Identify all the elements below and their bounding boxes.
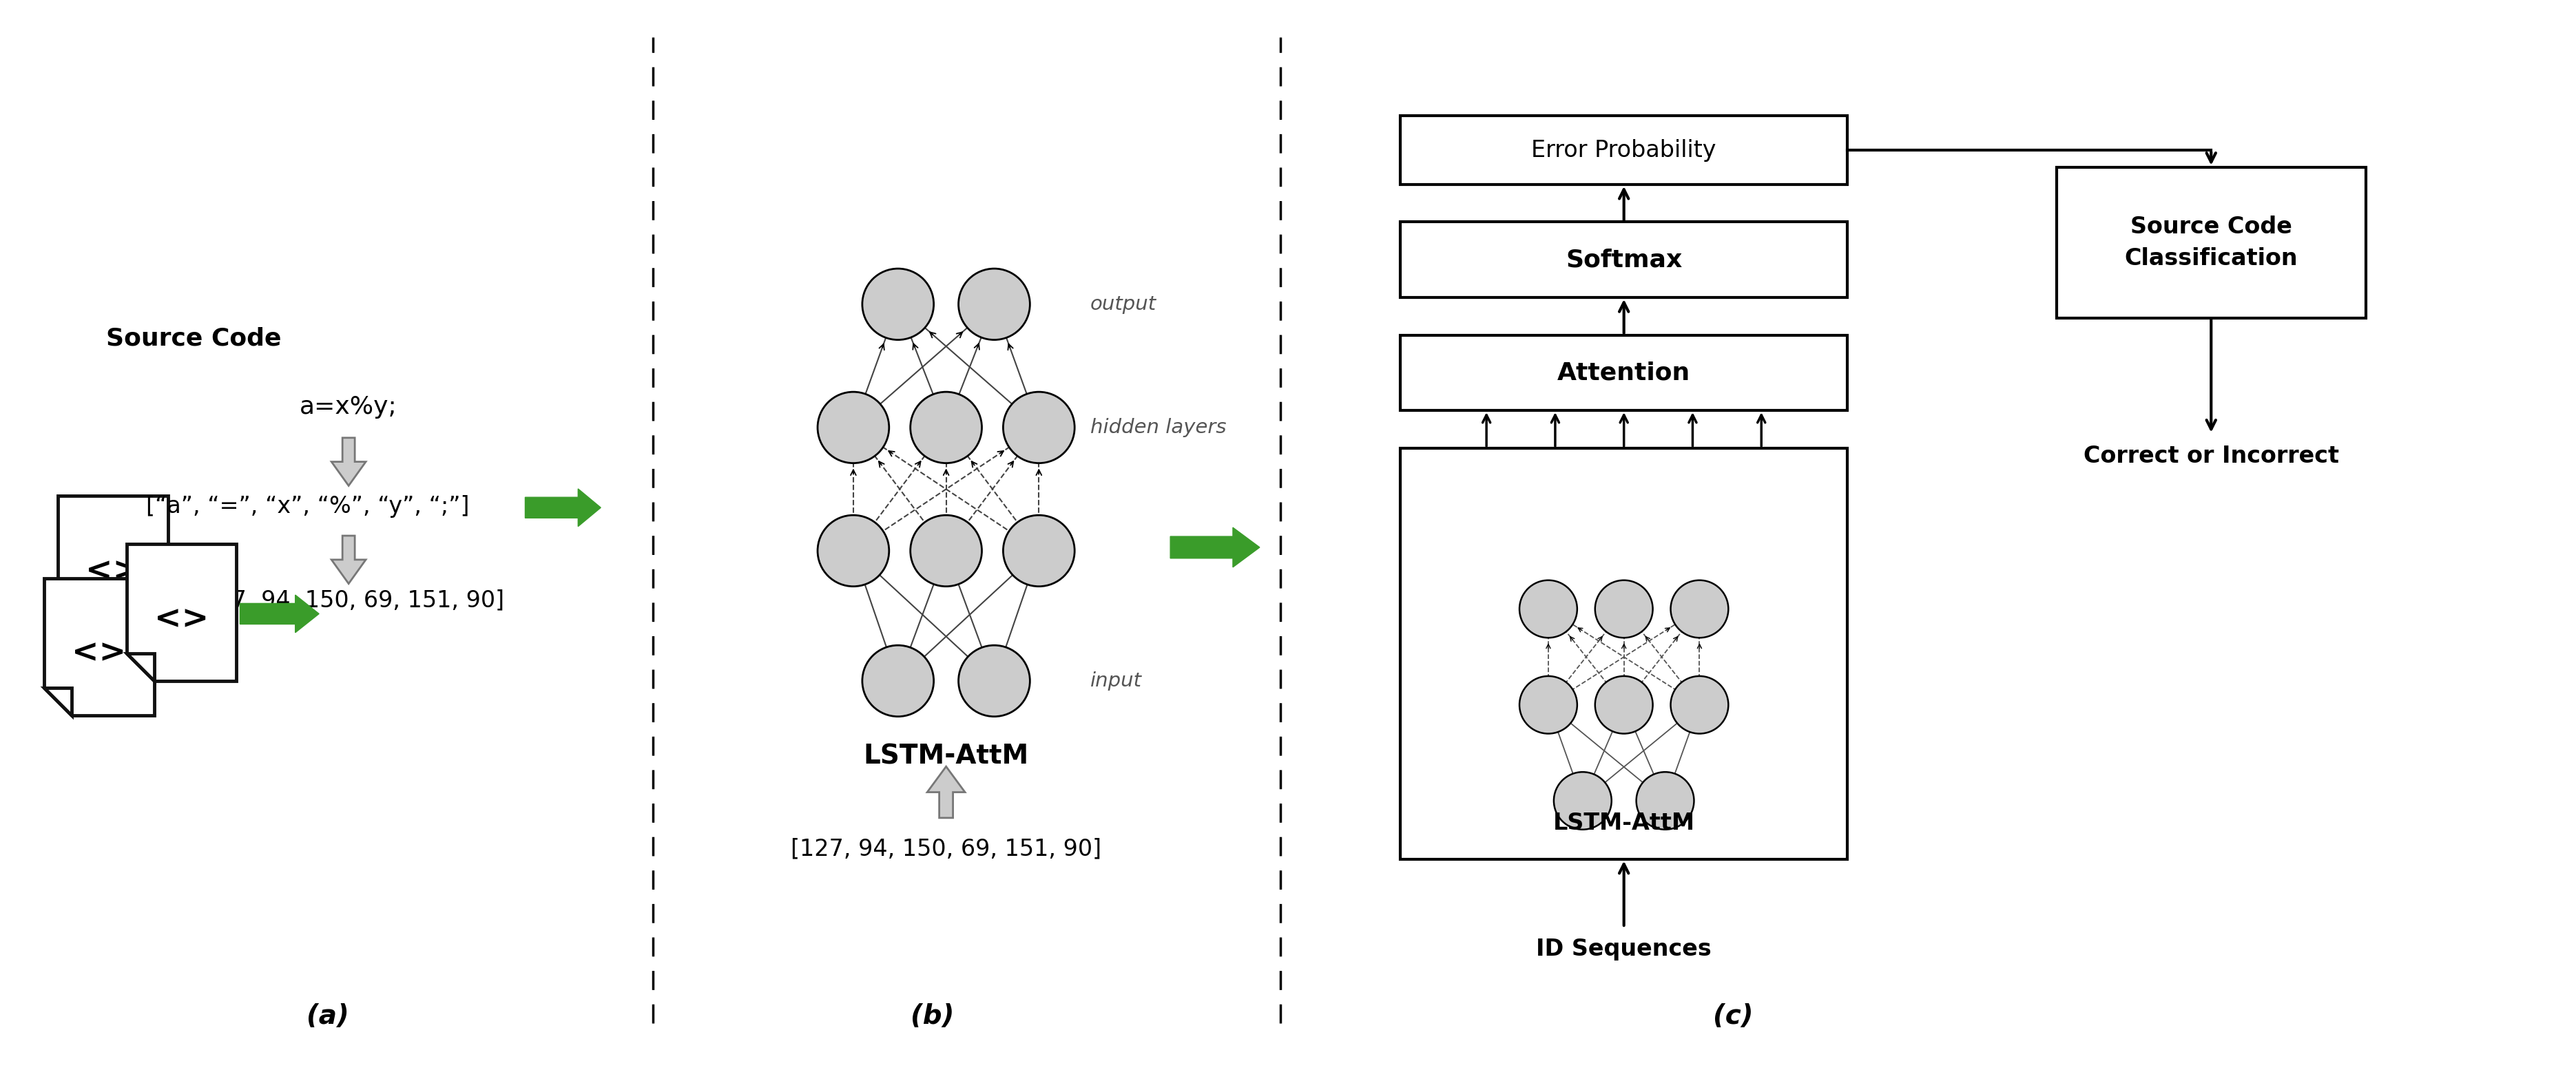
Circle shape bbox=[1520, 580, 1577, 638]
FancyBboxPatch shape bbox=[1401, 116, 1847, 185]
Text: a=x%y;: a=x%y; bbox=[299, 396, 397, 418]
Text: Softmax: Softmax bbox=[1566, 248, 1682, 271]
Text: LSTM-AttM: LSTM-AttM bbox=[863, 743, 1028, 770]
Circle shape bbox=[817, 392, 889, 463]
Polygon shape bbox=[57, 496, 167, 633]
Circle shape bbox=[817, 516, 889, 586]
Text: Source Code: Source Code bbox=[106, 326, 281, 350]
Circle shape bbox=[1520, 676, 1577, 734]
Text: input: input bbox=[1090, 671, 1141, 691]
Polygon shape bbox=[44, 578, 155, 716]
Circle shape bbox=[958, 268, 1030, 339]
Text: [127, 94, 150, 69, 151, 90]: [127, 94, 150, 69, 151, 90] bbox=[791, 838, 1103, 860]
Text: Attention: Attention bbox=[1558, 361, 1690, 385]
Text: LSTM-AttM: LSTM-AttM bbox=[1553, 812, 1695, 835]
FancyBboxPatch shape bbox=[1401, 448, 1847, 859]
Text: <>: <> bbox=[72, 638, 126, 669]
Polygon shape bbox=[927, 766, 966, 818]
Text: Source Code
Classification: Source Code Classification bbox=[2125, 215, 2298, 270]
Circle shape bbox=[909, 392, 981, 463]
Circle shape bbox=[1553, 772, 1613, 829]
Circle shape bbox=[863, 268, 933, 339]
Circle shape bbox=[909, 516, 981, 586]
Text: <>: <> bbox=[85, 556, 139, 587]
Circle shape bbox=[1595, 580, 1654, 638]
Circle shape bbox=[1672, 676, 1728, 734]
FancyBboxPatch shape bbox=[2056, 168, 2365, 318]
Circle shape bbox=[1636, 772, 1695, 829]
Text: (c): (c) bbox=[1713, 1003, 1752, 1029]
Circle shape bbox=[1002, 392, 1074, 463]
FancyBboxPatch shape bbox=[1401, 335, 1847, 411]
Circle shape bbox=[1595, 676, 1654, 734]
Polygon shape bbox=[126, 544, 237, 681]
FancyArrow shape bbox=[1170, 528, 1260, 568]
Text: [127, 94, 150, 69, 151, 90]: [127, 94, 150, 69, 151, 90] bbox=[193, 589, 505, 612]
Circle shape bbox=[958, 645, 1030, 717]
Text: [“a”, “=”, “x”, “%”, “y”, “;”]: [“a”, “=”, “x”, “%”, “y”, “;”] bbox=[147, 495, 469, 518]
Polygon shape bbox=[57, 605, 85, 633]
Text: Error Probability: Error Probability bbox=[1533, 138, 1716, 161]
Text: <>: <> bbox=[155, 604, 209, 635]
Text: (b): (b) bbox=[909, 1003, 953, 1029]
FancyArrow shape bbox=[240, 595, 319, 632]
Circle shape bbox=[1002, 516, 1074, 586]
Polygon shape bbox=[332, 536, 366, 584]
Text: output: output bbox=[1090, 295, 1157, 313]
Polygon shape bbox=[126, 654, 155, 681]
Text: Correct or Incorrect: Correct or Incorrect bbox=[2084, 444, 2339, 467]
FancyArrow shape bbox=[526, 489, 600, 526]
Text: hidden layers: hidden layers bbox=[1090, 418, 1226, 437]
Circle shape bbox=[863, 645, 933, 717]
Text: ID Sequences: ID Sequences bbox=[1535, 937, 1710, 960]
Polygon shape bbox=[332, 438, 366, 485]
Text: (a): (a) bbox=[307, 1003, 350, 1029]
Circle shape bbox=[1672, 580, 1728, 638]
FancyBboxPatch shape bbox=[1401, 222, 1847, 297]
Polygon shape bbox=[44, 688, 72, 716]
